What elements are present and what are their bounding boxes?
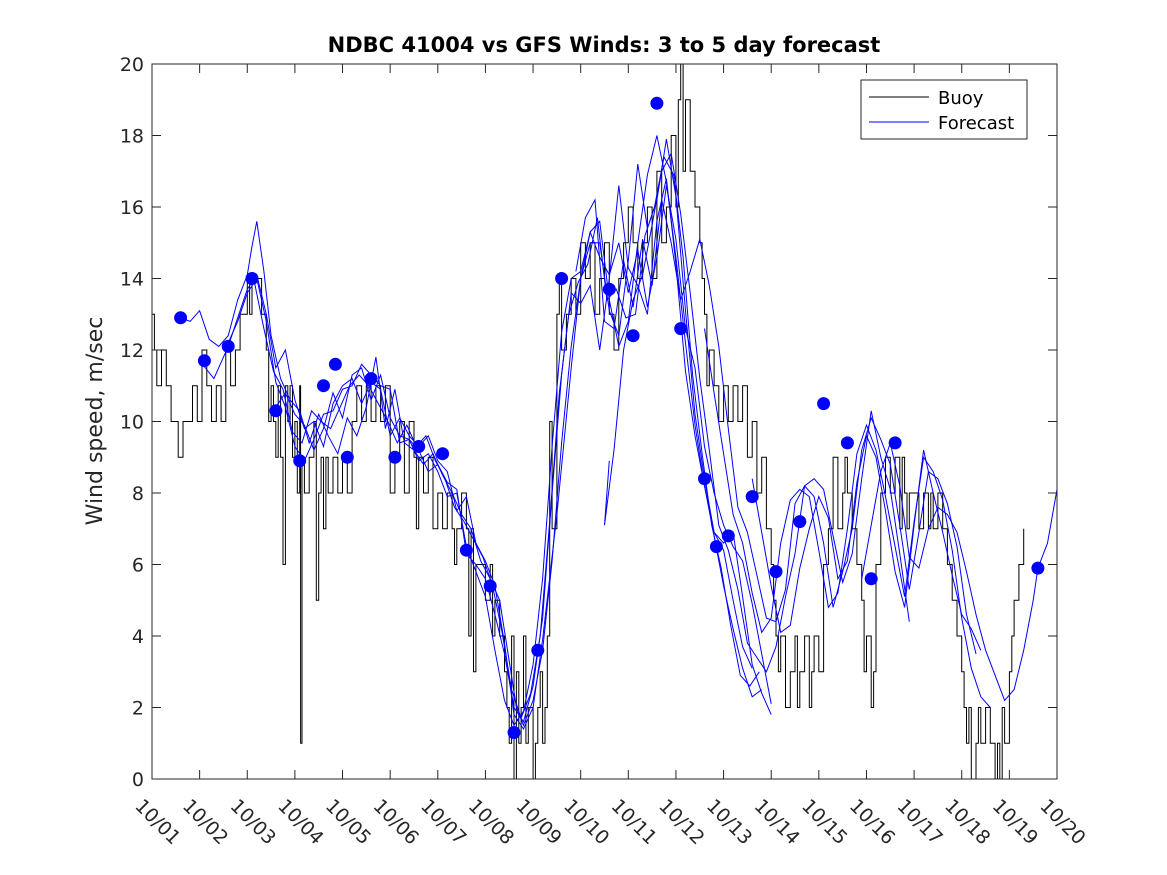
forecast-marker: [840, 436, 854, 450]
forecast-marker: [293, 454, 307, 468]
forecast-marker: [328, 357, 342, 371]
forecast-marker: [817, 397, 831, 411]
forecast-marker: [769, 565, 783, 579]
y-axis-label: Wind speed, m/sec: [83, 317, 108, 526]
y-axis: 0 2 4 6 8 10 12 14 16 18 20: [120, 54, 1057, 791]
legend-label-buoy: Buoy: [938, 88, 984, 109]
y-tick-label: 0: [132, 769, 144, 791]
forecast-marker: [221, 339, 235, 353]
forecast-series-line-5: [275, 135, 753, 727]
y-tick-label: 18: [120, 126, 144, 148]
forecast-marker: [864, 572, 878, 586]
y-tick-label: 12: [120, 340, 144, 362]
forecast-series-line-2: [199, 139, 772, 731]
forecast-marker: [1031, 561, 1045, 575]
y-tick-label: 14: [120, 269, 144, 291]
forecast-marker: [531, 643, 545, 657]
forecast-marker: [245, 272, 259, 285]
y-tick-label: 16: [120, 197, 144, 219]
forecast-marker: [483, 579, 497, 593]
series-layer: [152, 64, 1057, 779]
forecast-marker: [650, 96, 664, 110]
forecast-marker: [317, 379, 330, 393]
forecast-marker: [364, 372, 378, 386]
forecast-marker: [388, 450, 402, 464]
forecast-marker: [436, 447, 450, 461]
forecast-marker: [721, 529, 735, 543]
y-tick-label: 20: [120, 54, 144, 76]
forecast-marker: [174, 311, 188, 325]
forecast-marker: [745, 490, 759, 504]
forecast-marker: [793, 515, 807, 529]
forecast-series-line-4: [253, 155, 760, 720]
y-tick-label: 4: [132, 626, 144, 648]
forecast-series-line-8: [704, 328, 991, 708]
forecast-series-line-7: [604, 151, 910, 673]
y-tick-label: 6: [132, 555, 144, 577]
forecast-marker: [709, 540, 723, 554]
forecast-series-line-10: [861, 441, 1057, 702]
y-tick-label: 8: [132, 483, 144, 505]
marker-layer: [174, 96, 1045, 739]
forecast-series-line-9: [751, 434, 982, 651]
forecast-marker: [626, 329, 640, 343]
legend-box: [860, 79, 1028, 140]
y-tick-label: 2: [132, 698, 144, 720]
y-tick-label: 10: [120, 412, 144, 434]
forecast-marker: [888, 436, 902, 450]
forecast-marker: [269, 404, 283, 418]
forecast-marker: [459, 543, 473, 557]
chart-title: NDBC 41004 vs GFS Winds: 3 to 5 day fore…: [328, 33, 881, 57]
forecast-marker: [674, 322, 688, 336]
forecast-marker: [197, 354, 211, 368]
forecast-marker: [340, 450, 354, 464]
forecast-series-line-6: [575, 198, 977, 655]
forecast-marker: [412, 440, 426, 453]
legend: Buoy Forecast: [860, 79, 1028, 140]
forecast-marker: [698, 472, 711, 486]
forecast-marker: [507, 726, 521, 739]
legend-label-forecast: Forecast: [938, 113, 1014, 134]
forecast-marker: [555, 272, 569, 285]
forecast-marker: [602, 282, 616, 296]
